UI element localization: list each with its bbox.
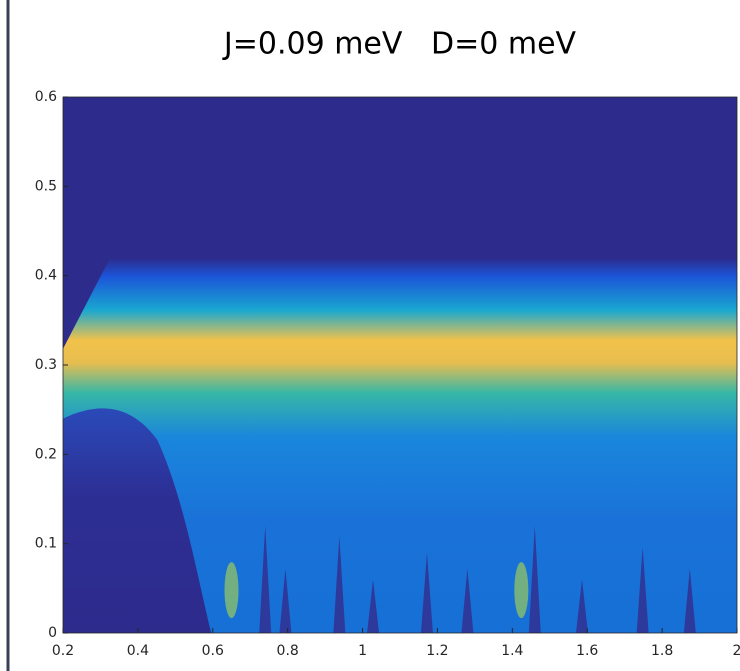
x-tick-label: 1.6 (576, 643, 598, 659)
heatmap-streak (259, 525, 272, 633)
heatmap-streak (683, 568, 696, 633)
heatmap-streak (528, 525, 541, 633)
y-tick-label: 0 (48, 625, 57, 641)
heatmap-streak (279, 568, 292, 633)
y-tick-label: 0.5 (35, 178, 57, 194)
heatmap-low-region (63, 408, 212, 633)
plot-area (63, 97, 737, 633)
y-tick-label: 0.1 (35, 536, 57, 552)
heatmap-streak (367, 579, 380, 633)
x-tick-label: 0.6 (202, 643, 224, 659)
x-tick-label: 1.2 (426, 643, 448, 659)
x-tick-label: 1.8 (651, 643, 673, 659)
heatmap-hotspot (514, 562, 529, 619)
x-tick-label: 2 (733, 643, 740, 659)
x-tick-label: 0.4 (127, 643, 149, 659)
x-tick-label: 1 (358, 643, 367, 659)
y-tick-label: 0.4 (35, 268, 57, 284)
y-tick-label: 0.3 (35, 357, 57, 373)
y-tick-label: 0.6 (35, 89, 57, 105)
heatmap-streak (333, 536, 346, 633)
heatmap-streak (575, 579, 588, 633)
heatmap-streak (636, 547, 649, 633)
x-tick-label: 0.2 (52, 643, 74, 659)
heatmap-streak (420, 552, 433, 633)
x-tick-label: 1.4 (501, 643, 523, 659)
heatmap-streak (461, 568, 474, 633)
y-tick-label: 0.2 (35, 446, 57, 462)
chart-title: J=0.09 meV D=0 meV (222, 27, 577, 62)
x-tick-label: 0.8 (277, 643, 299, 659)
heatmap-hotspot (224, 562, 239, 619)
heatmap-band (63, 257, 737, 633)
